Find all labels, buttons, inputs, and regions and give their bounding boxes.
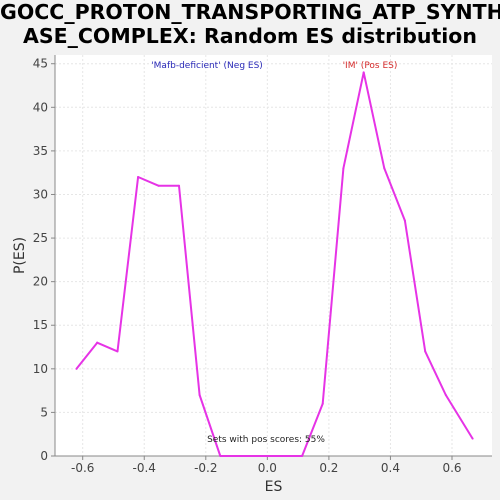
data-point: [301, 455, 304, 457]
data-point: [96, 341, 99, 344]
data-point: [383, 167, 386, 170]
data-point: [219, 455, 222, 457]
data-point: [471, 437, 474, 440]
y-tick-label: 15: [33, 318, 48, 332]
y-tick-label: 25: [33, 231, 48, 245]
y-tick-label: 0: [40, 449, 48, 463]
data-point: [178, 184, 181, 187]
data-point: [137, 176, 140, 179]
x-tick-label: 0.6: [442, 461, 461, 475]
y-tick-label: 20: [33, 275, 48, 289]
y-tick-label: 10: [33, 362, 48, 376]
y-tick-label: 30: [33, 187, 48, 201]
y-axis-title: P(ES): [12, 237, 28, 274]
chart-title: GOCC_PROTON_TRANSPORTING_ATP_SYNTH ASE_C…: [0, 0, 500, 48]
data-point: [342, 167, 345, 170]
series-layer: [75, 71, 474, 457]
plot-area: [55, 55, 492, 456]
data-point: [321, 402, 324, 405]
data-point: [239, 455, 242, 457]
neg-es-label: 'Mafb-deficient' (Neg ES): [151, 61, 263, 71]
data-point: [362, 71, 365, 74]
axes: -0.6 -0.4 -0.2 0.0 0.2 0.4 0.6 0 5 10 15 20 25 30 35 40…: [33, 55, 492, 475]
labels: ES P(ES) 'Mafb-deficient' (Neg ES) 'IM' (Po…: [12, 61, 397, 495]
data-point: [444, 393, 447, 396]
y-tick-label: 5: [40, 405, 48, 419]
x-tick-label: 0.4: [381, 461, 400, 475]
x-tick-label: -0.6: [71, 461, 94, 475]
data-point: [198, 393, 201, 396]
pos-scores-note: Sets with pos scores: 55%: [207, 435, 325, 445]
data-point: [403, 219, 406, 222]
series-line: [75, 71, 474, 457]
x-axis-title: ES: [265, 479, 283, 495]
data-point: [157, 184, 160, 187]
x-tick-label: 0.0: [258, 461, 277, 475]
pos-es-label: 'IM' (Pos ES): [343, 61, 398, 71]
y-tick-label: 35: [33, 144, 48, 158]
data-point: [75, 367, 78, 370]
data-point: [116, 350, 119, 353]
data-point: [280, 455, 283, 457]
data-point: [424, 350, 427, 353]
x-tick-label: 0.2: [319, 461, 338, 475]
x-tick-label: -0.4: [133, 461, 156, 475]
data-point: [260, 455, 263, 457]
y-tick-label: 40: [33, 100, 48, 114]
x-tick-label: -0.2: [194, 461, 217, 475]
y-tick-label: 45: [33, 57, 48, 71]
